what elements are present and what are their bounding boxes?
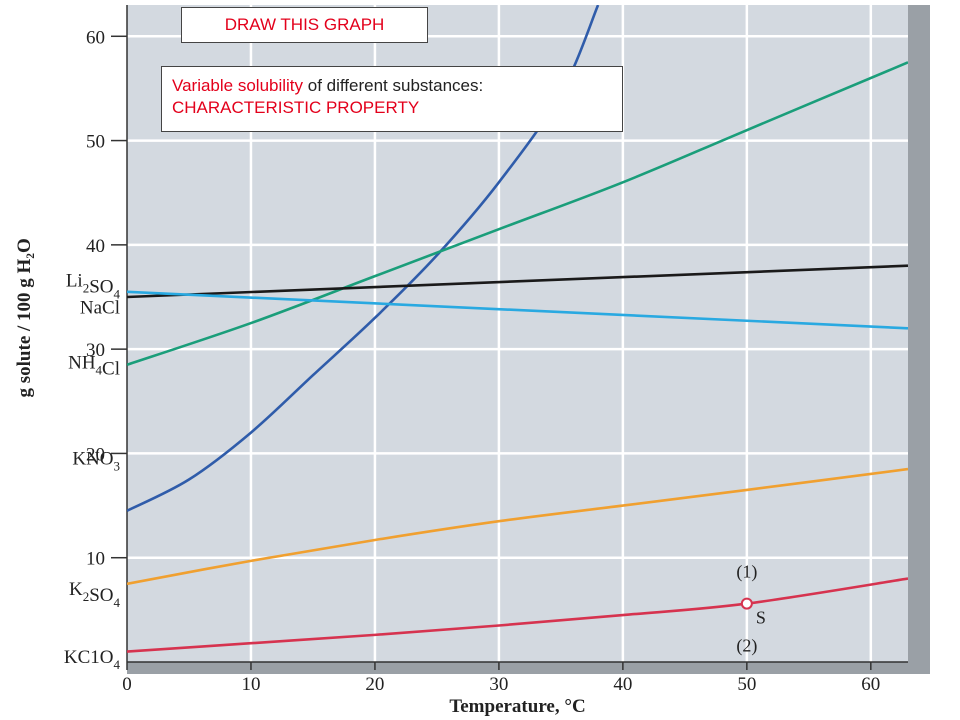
curve-label: KNO3: [72, 449, 120, 474]
region-2-label: (2): [736, 636, 757, 657]
y-tick-label: 10: [86, 549, 105, 570]
note-highlight: Variable solubility: [172, 76, 304, 95]
y-tick-label: 40: [86, 236, 105, 257]
series-line-k: [127, 467, 908, 586]
x-tick-label: 20: [365, 674, 384, 695]
curve-label: K2SO4: [69, 579, 121, 610]
x-tick-label: 40: [613, 674, 632, 695]
series-line-nh: [127, 61, 908, 367]
series-line-nacl: [127, 290, 908, 330]
bottom-bevel: [127, 662, 930, 674]
curve-label: KC1O4: [64, 647, 121, 672]
y-axis-title: g solute / 100 g H₂O: [14, 238, 35, 397]
axes: 0 10 20 30 40 50 60 10 20 30 40 50 60: [86, 5, 930, 695]
region-1-label: (1): [736, 562, 757, 583]
note-line2: CHARACTERISTIC PROPERTY: [172, 98, 420, 117]
y-tick-label: 20: [86, 444, 105, 465]
point-s-group: S (1) (2): [736, 562, 766, 657]
y-tick-label: 60: [86, 27, 105, 48]
y-tick-label: 50: [86, 132, 105, 153]
x-tick-label: 60: [861, 674, 880, 695]
curve-label: NaCl: [80, 297, 120, 318]
curve-label: NH4Cl: [68, 353, 120, 380]
x-axis-title: Temperature, °C: [449, 696, 585, 717]
y-tick-label: 30: [86, 340, 105, 361]
x-tick-label: 30: [489, 674, 508, 695]
curve-label: Li2SO4: [66, 270, 121, 301]
point-s-label: S: [756, 608, 766, 628]
series-line-li: [127, 264, 908, 299]
x-tick-label: 10: [241, 674, 260, 695]
draw-graph-text: DRAW THIS GRAPH: [224, 15, 385, 34]
solubility-note-callout: Variable solubility of different substan…: [161, 66, 623, 132]
right-bevel: [908, 5, 930, 674]
point-s-marker: [740, 597, 753, 610]
draw-graph-callout: DRAW THIS GRAPH: [181, 7, 428, 43]
note-rest: of different substances:: [303, 76, 484, 95]
x-tick-label: 50: [737, 674, 756, 695]
x-tick-label: 0: [122, 674, 132, 695]
